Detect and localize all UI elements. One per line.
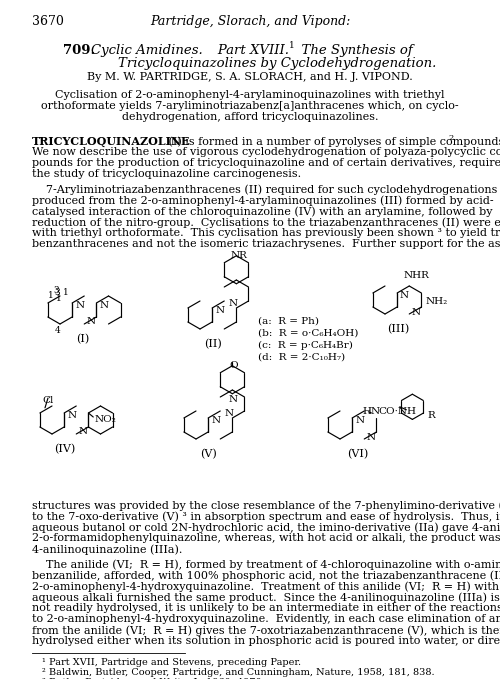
Text: 4: 4 [55,326,61,335]
Text: dehydrogenation, afford tricycloquinazolines.: dehydrogenation, afford tricycloquinazol… [122,112,378,122]
Text: hydrolysed either when its solution in phosphoric acid is poured into water, or : hydrolysed either when its solution in p… [32,636,500,646]
Text: not readily hydrolysed, it is unlikely to be an intermediate in either of the re: not readily hydrolysed, it is unlikely t… [32,603,500,613]
Text: with triethyl orthoformate.  This cyclisation has previously been shown ³ to yie: with triethyl orthoformate. This cyclisa… [32,228,500,238]
Text: 1: 1 [48,291,54,300]
Text: (III): (III) [387,324,409,334]
Text: 3: 3 [54,288,60,297]
Text: N: N [366,433,376,442]
Text: to the 7-oxo-derivative (V) ³ in absorption spectrum and ease of hydrolysis.  Th: to the 7-oxo-derivative (V) ³ in absorpt… [32,511,500,521]
Text: (d:  R = 2·C₁₀H₇): (d: R = 2·C₁₀H₇) [258,353,346,362]
Text: The anilide (VI;  R = H), formed by treatment of 4-chloroquinazoline with o-amin: The anilide (VI; R = H), formed by treat… [32,559,500,570]
Text: (c:  R = p·C₆H₄Br): (c: R = p·C₆H₄Br) [258,341,353,350]
Text: 2-o-aminophenyl-4-hydroxyquinazoline.  Treatment of this anilide (VI;  R = H) wi: 2-o-aminophenyl-4-hydroxyquinazoline. Tr… [32,581,499,591]
Text: CO·NH: CO·NH [378,407,416,416]
Text: (I) is formed in a number of pyrolyses of simple compounds.: (I) is formed in a number of pyrolyses o… [165,136,500,147]
Text: from the anilide (VI;  R = H) gives the 7-oxotriazabenzanthracene (V), which is : from the anilide (VI; R = H) gives the 7… [32,625,500,636]
Text: N: N [411,308,420,317]
Text: NO₂: NO₂ [94,415,116,424]
Text: N: N [68,411,77,420]
Text: NHR: NHR [403,271,429,280]
Text: aqueous butanol or cold 2N-hydrochloric acid, the imino-derivative (IIa) gave 4-: aqueous butanol or cold 2N-hydrochloric … [32,522,500,532]
Text: 1: 1 [56,294,62,303]
Text: reduction of the nitro-group.  Cyclisations to the triazabenzanthracenes (II) we: reduction of the nitro-group. Cyclisatio… [32,217,500,227]
Text: N: N [78,427,88,436]
Text: Cyclisation of 2-o-aminophenyl-4-arylaminoquinazolines with triethyl: Cyclisation of 2-o-aminophenyl-4-arylami… [55,90,445,100]
Text: N: N [356,416,365,425]
Text: N: N [228,299,237,308]
Text: 1: 1 [289,41,295,50]
Text: ³ Butler, Partridge, and Waite, J., 1960, 4970.: ³ Butler, Partridge, and Waite, J., 1960… [42,678,265,679]
Text: O: O [230,361,238,370]
Text: 3670: 3670 [32,15,64,28]
Text: 1: 1 [63,288,69,297]
Text: orthoformate yields 7-aryliminotriazabenz[a]anthracenes which, on cyclo-: orthoformate yields 7-aryliminotriazaben… [41,101,459,111]
Text: Partridge, Slorach, and Vipond:: Partridge, Slorach, and Vipond: [150,15,350,28]
Text: Tricycloquinazolines by Cyclodehydrogenation.: Tricycloquinazolines by Cyclodehydrogena… [118,57,436,70]
Text: 7-Aryliminotriazabenzanthracenes (II) required for such cyclodehydrogenations we: 7-Aryliminotriazabenzanthracenes (II) re… [32,184,500,195]
Text: 709.: 709. [63,44,95,57]
Text: to 2-o-aminophenyl-4-hydroxyquinazoline.  Evidently, in each case elimination of: to 2-o-aminophenyl-4-hydroxyquinazoline.… [32,614,500,624]
Text: the study of tricycloquinazoline carcinogenesis.: the study of tricycloquinazoline carcino… [32,169,301,179]
Text: TRICYCLOQUINAZOLINE: TRICYCLOQUINAZOLINE [32,136,190,147]
Text: (I): (I) [76,334,90,344]
Text: 4-anilinoquinazoline (IIIa).: 4-anilinoquinazoline (IIIa). [32,544,182,555]
Text: The Synthesis of: The Synthesis of [293,44,413,57]
Text: NH₂: NH₂ [425,297,448,306]
Text: 2-o-formamidophenylquinazoline, whereas, with hot acid or alkali, the product wa: 2-o-formamidophenylquinazoline, whereas,… [32,533,500,543]
Text: pounds for the production of tricycloquinazoline and of certain derivatives, req: pounds for the production of tricycloqui… [32,158,500,168]
Text: aqueous alkali furnished the same product.  Since the 4-anilinoquinazoline (IIIa: aqueous alkali furnished the same produc… [32,592,500,602]
Text: N: N [86,317,96,326]
Text: (VI): (VI) [347,449,368,459]
Text: ² Baldwin, Butler, Cooper, Partridge, and Cunningham, Nature, 1958, 181, 838.: ² Baldwin, Butler, Cooper, Partridge, an… [42,668,434,677]
Text: N: N [228,394,237,404]
Text: (b:  R = o·C₆H₄OH): (b: R = o·C₆H₄OH) [258,329,358,338]
Text: N: N [76,301,85,310]
Text: N: N [400,291,409,300]
Text: 3: 3 [53,286,59,295]
Text: HN: HN [362,407,380,416]
Text: ¹ Part XVII, Partridge and Stevens, preceding Paper.: ¹ Part XVII, Partridge and Stevens, prec… [42,658,301,667]
Text: NR: NR [230,251,247,260]
Text: N: N [224,409,234,418]
Text: By M. W. PARTRIDGE, S. A. SLORACH, and H. J. VIPOND.: By M. W. PARTRIDGE, S. A. SLORACH, and H… [87,72,413,82]
Text: (IV): (IV) [54,444,76,454]
Text: structures was provided by the close resemblance of the 7-phenylimino-derivative: structures was provided by the close res… [32,500,500,511]
Text: 2: 2 [448,134,453,142]
Text: Cl: Cl [42,396,54,405]
Text: N: N [100,301,109,310]
Text: catalysed interaction of the chloroquinazoline (IV) with an arylamine, followed : catalysed interaction of the chloroquina… [32,206,492,217]
Text: N: N [216,306,225,315]
Text: (a:  R = Ph): (a: R = Ph) [258,317,320,326]
Text: (V): (V) [200,449,217,459]
Text: R: R [427,411,434,420]
Text: N: N [212,416,221,425]
Text: (II): (II) [204,339,222,349]
Text: benzanilide, afforded, with 100% phosphoric acid, not the triazabenzanthracene (: benzanilide, afforded, with 100% phospho… [32,570,500,581]
Text: produced from the 2-o-aminophenyl-4-arylaminoquinazolines (III) formed by acid-: produced from the 2-o-aminophenyl-4-aryl… [32,195,494,206]
Text: Cyclic Amidines.   Part XVIII.: Cyclic Amidines. Part XVIII. [91,44,289,57]
Text: benzanthracenes and not the isomeric triazachrysenes.  Further support for the a: benzanthracenes and not the isomeric tri… [32,239,500,249]
Text: We now describe the use of vigorous cyclodehydrogenation of polyaza-polycyclic c: We now describe the use of vigorous cycl… [32,147,500,157]
